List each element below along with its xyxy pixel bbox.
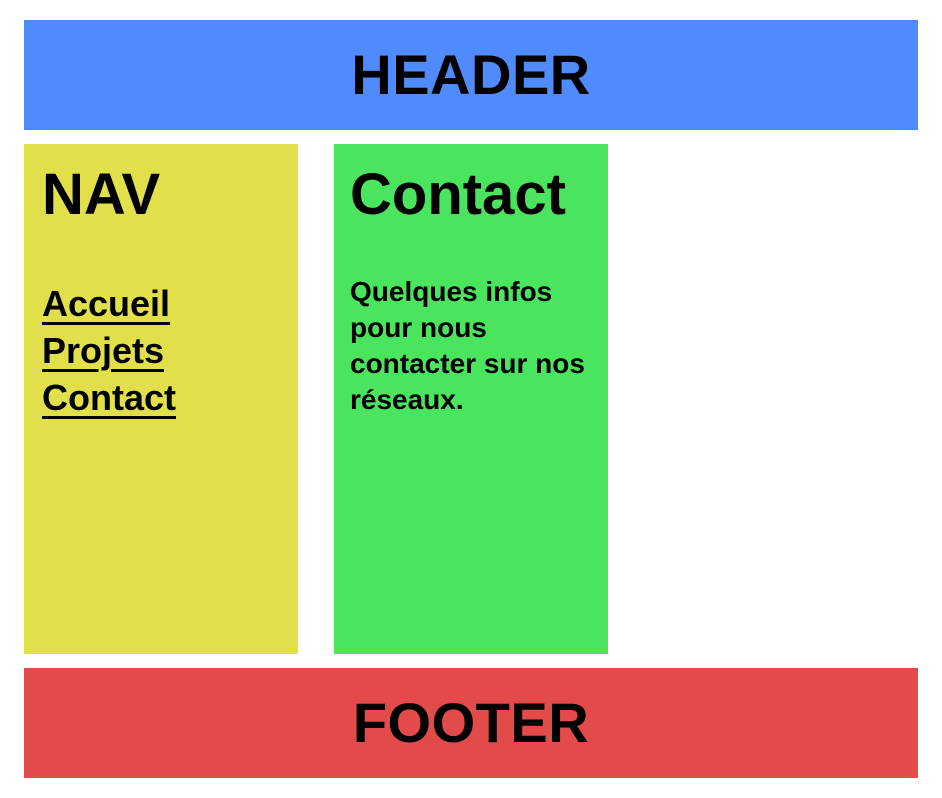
main-content: Contact Quelques infos pour nous contact…: [334, 144, 608, 654]
contact-description: Quelques infos pour nous contacter sur n…: [350, 276, 585, 415]
nav-link-contact[interactable]: Contact: [42, 377, 176, 418]
page-header: HEADER: [24, 20, 918, 130]
nav-link-accueil[interactable]: Accueil: [42, 283, 171, 324]
nav-title: NAV: [42, 162, 161, 227]
footer-title: FOOTER: [352, 691, 590, 754]
nav-links: Accueil Projets Contact: [42, 280, 280, 421]
page-title: Contact: [350, 162, 566, 227]
header-title: HEADER: [351, 43, 591, 106]
page-footer: FOOTER: [24, 668, 918, 778]
sidebar-nav: NAV Accueil Projets Contact: [24, 144, 298, 654]
nav-link-projets[interactable]: Projets: [42, 330, 165, 371]
